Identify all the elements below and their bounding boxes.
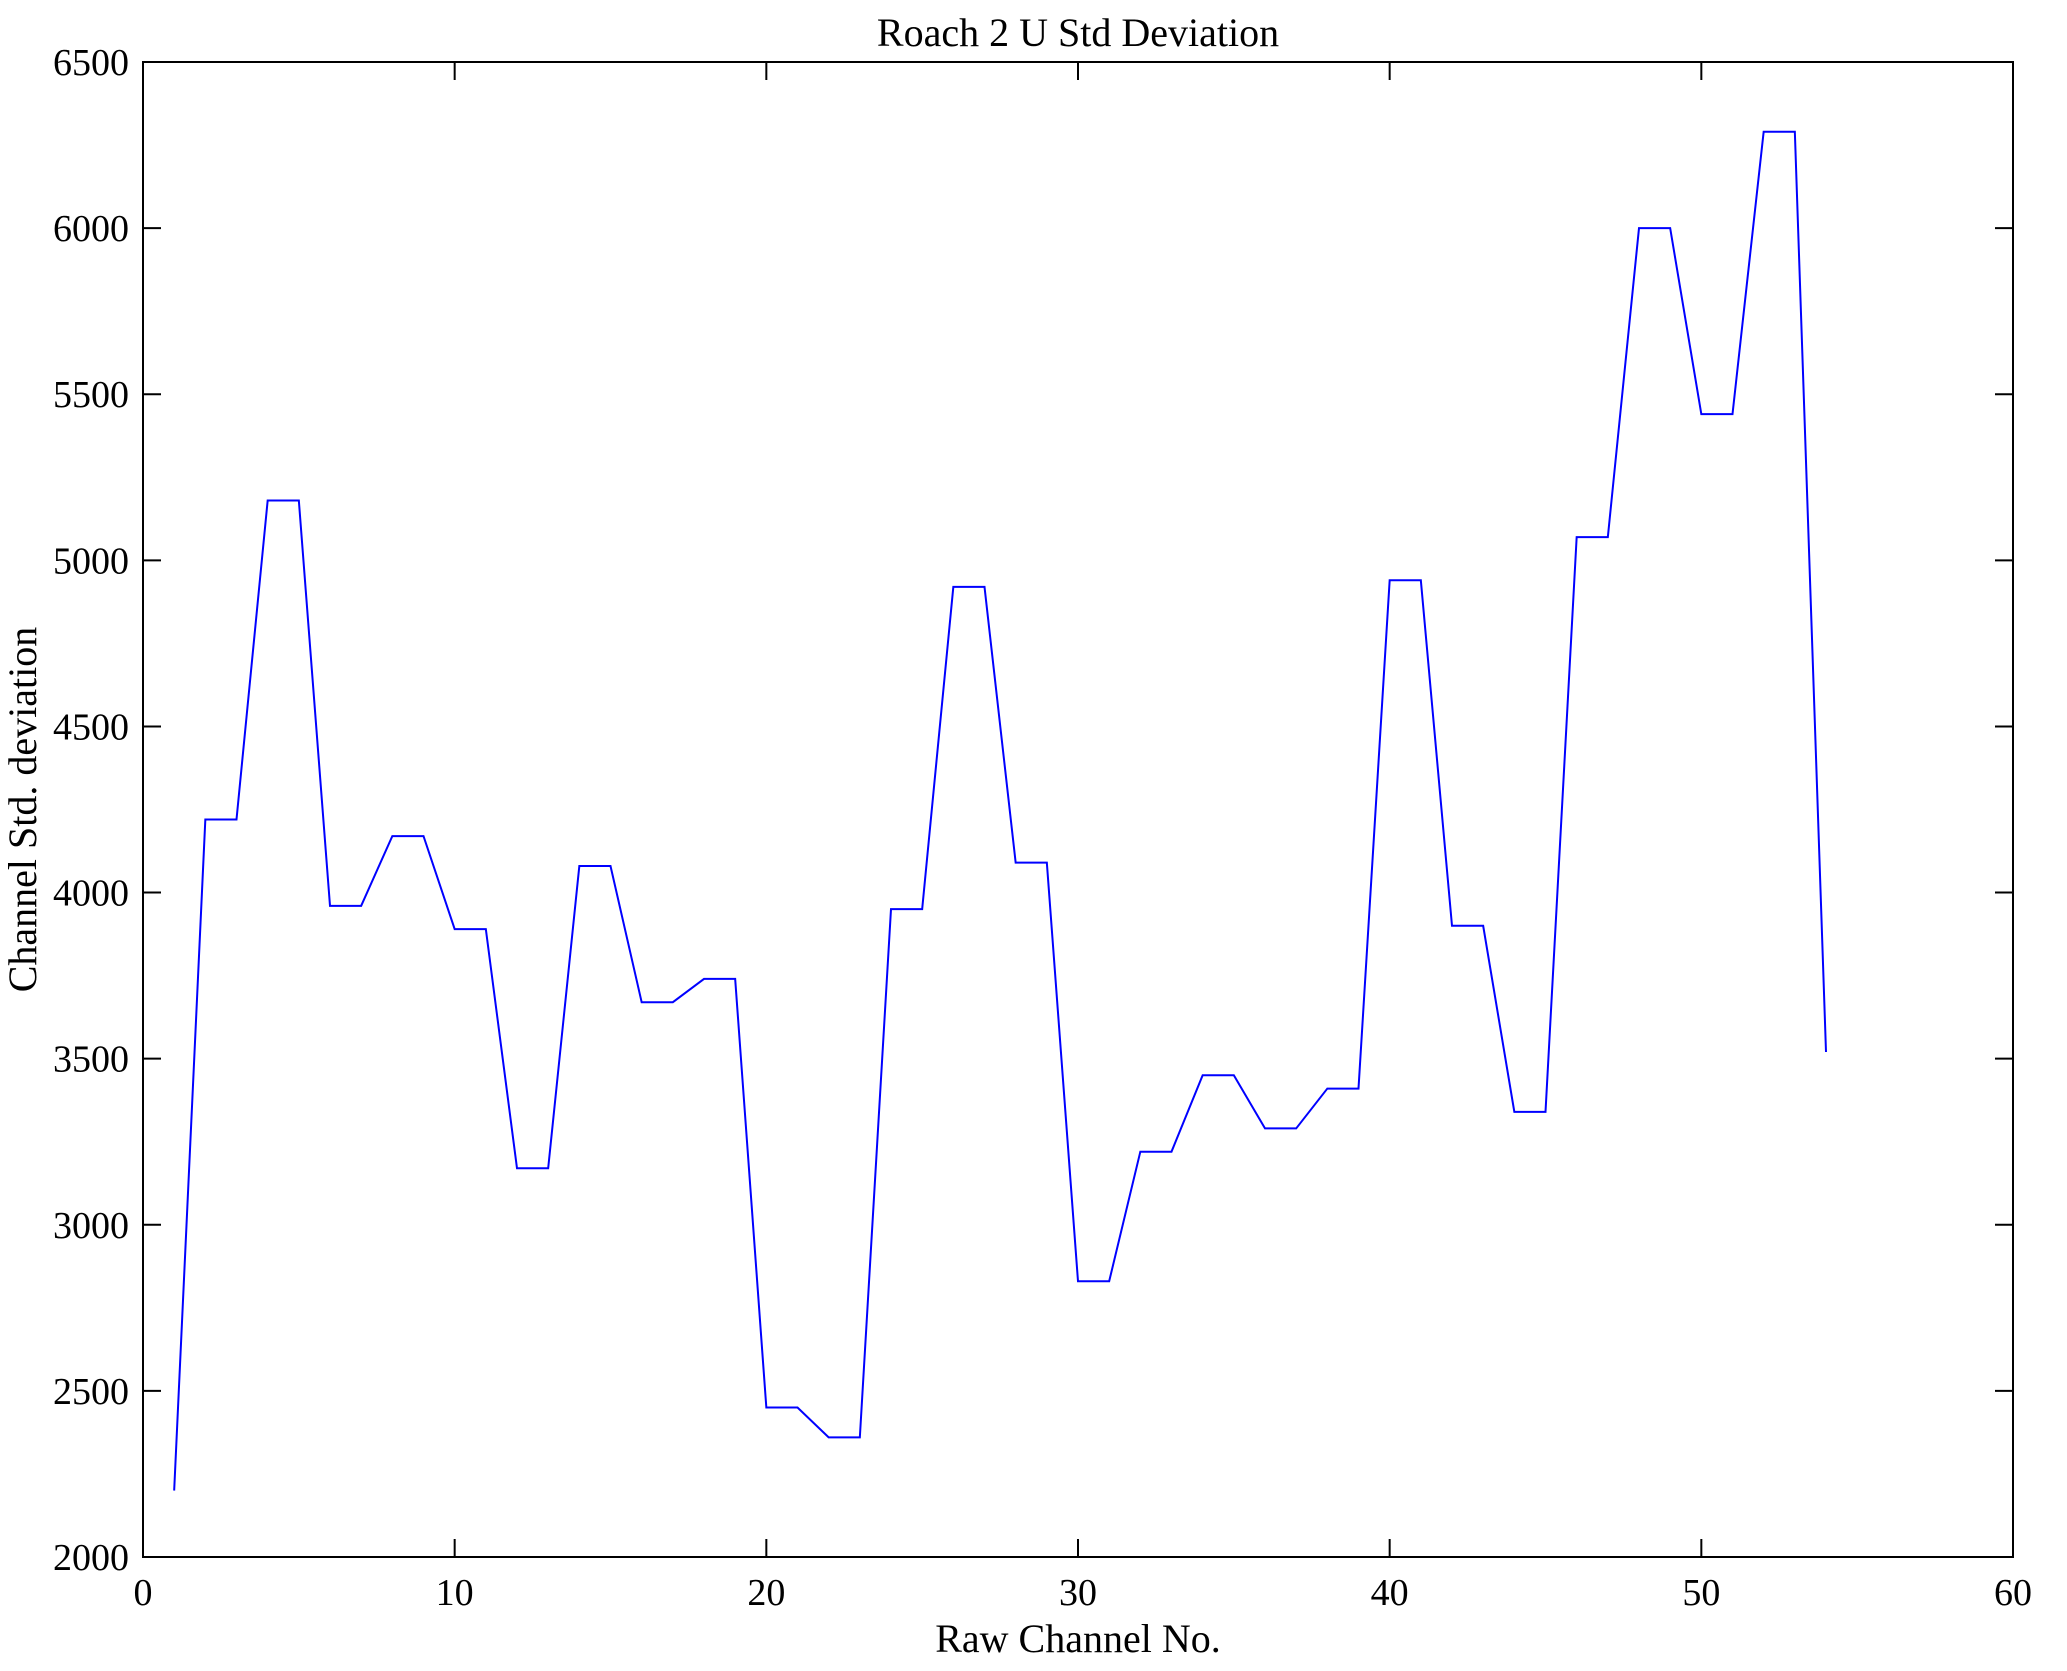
x-tick-label: 20	[747, 1572, 785, 1614]
x-axis-label: Raw Channel No.	[935, 1616, 1221, 1661]
y-tick-label: 2500	[53, 1371, 129, 1413]
x-tick-label: 50	[1682, 1572, 1720, 1614]
x-tick-label: 40	[1371, 1572, 1409, 1614]
x-tick-label: 0	[134, 1572, 153, 1614]
data-series-line	[173, 130, 1827, 1491]
y-axis-label: Channel Std. deviation	[0, 627, 45, 993]
y-tick-label: 5000	[53, 540, 129, 582]
axis-ticks: 0 10 20 30 40 50 60 2000 2500 3000 3500 4000 4500 500…	[53, 42, 2032, 1614]
y-tick-label: 2000	[53, 1537, 129, 1579]
y-tick-label: 6500	[53, 42, 129, 84]
y-tick-label: 3000	[53, 1205, 129, 1247]
y-tick-label: 4000	[53, 873, 129, 915]
chart-title: Roach 2 U Std Deviation	[877, 10, 1279, 55]
y-tick-label: 3500	[53, 1039, 129, 1081]
x-tick-label: 10	[436, 1572, 474, 1614]
y-tick-label: 6000	[53, 208, 129, 250]
x-tick-label: 30	[1059, 1572, 1097, 1614]
axes-box	[142, 61, 2014, 1558]
x-tick-label: 60	[1994, 1572, 2032, 1614]
y-tick-label: 5500	[53, 374, 129, 416]
y-tick-label: 4500	[53, 706, 129, 748]
